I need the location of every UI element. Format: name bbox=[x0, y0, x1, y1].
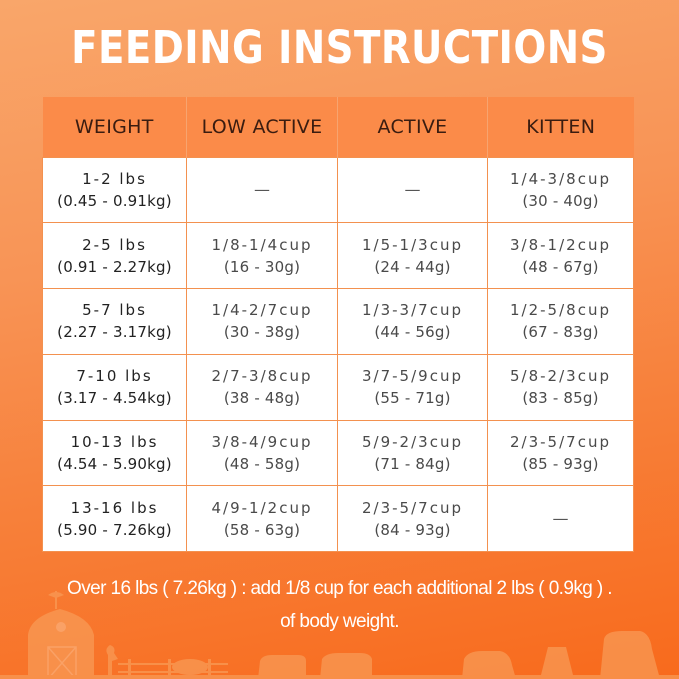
page-title: FEEDING INSTRUCTIONS bbox=[71, 21, 608, 74]
low-active-cell: 3/8-4/9cup (48 - 58g) bbox=[186, 419, 338, 487]
fence-icon bbox=[118, 659, 228, 679]
active-cell: 3/7-5/9cup (55 - 71g) bbox=[337, 353, 488, 421]
cup-amount: 1/3-3/7cup bbox=[362, 301, 463, 320]
cup-amount: 3/7-5/9cup bbox=[362, 367, 463, 386]
low-active-cell: 1/8-1/4cup (16 - 30g) bbox=[186, 222, 338, 290]
weight-lbs: 2-5 lbs bbox=[82, 235, 147, 254]
feeding-table-container: WEIGHT LOW ACTIVE ACTIVE KITTEN 1-2 lbs … bbox=[42, 97, 634, 553]
cup-amount: 5/9-2/3cup bbox=[362, 433, 463, 452]
cup-amount: 1/8-1/4cup bbox=[211, 235, 313, 254]
active-cell: 5/9-2/3cup (71 - 84g) bbox=[337, 419, 488, 487]
kitten-cell: 5/8-2/3cup (83 - 85g) bbox=[487, 353, 634, 421]
cup-amount: 2/3-5/7cup bbox=[510, 433, 611, 452]
low-active-cell: 2/7-3/8cup (38 - 48g) bbox=[186, 353, 338, 421]
table-row: 2-5 lbs (0.91 - 2.27kg) 1/8-1/4cup (16 -… bbox=[42, 222, 634, 290]
gram-amount: (55 - 71g) bbox=[374, 389, 451, 408]
cup-amount: 1/5-1/3cup bbox=[362, 235, 463, 254]
weight-lbs: 5-7 lbs bbox=[82, 301, 147, 320]
cup-amount: 4/9-1/2cup bbox=[211, 498, 313, 517]
table-row: 5-7 lbs (2.27 - 3.17kg) 1/4-2/7cup (30 -… bbox=[42, 288, 634, 355]
kitten-cell: 2/3-5/7cup (85 - 93g) bbox=[487, 419, 634, 487]
gram-amount: (30 - 40g) bbox=[522, 191, 599, 210]
active-cell: 2/3-5/7cup (84 - 93g) bbox=[337, 485, 488, 553]
gram-amount: (38 - 48g) bbox=[223, 389, 301, 408]
kitten-cell: — bbox=[487, 485, 634, 553]
gram-amount: (44 - 56g) bbox=[374, 323, 451, 342]
table-row: 13-16 lbs (5.90 - 7.26kg) 4/9-1/2cup (58… bbox=[42, 485, 634, 553]
weight-cell: 2-5 lbs (0.91 - 2.27kg) bbox=[42, 222, 187, 290]
weight-cell: 5-7 lbs (2.27 - 3.17kg) bbox=[42, 288, 187, 355]
cup-amount: 1/4-2/7cup bbox=[211, 301, 313, 320]
header-low-active: LOW ACTIVE bbox=[186, 97, 338, 157]
weight-cell: 13-16 lbs (5.90 - 7.26kg) bbox=[42, 485, 187, 553]
gram-amount: (67 - 83g) bbox=[522, 323, 599, 342]
weight-lbs: 1-2 lbs bbox=[82, 169, 147, 188]
table-header-row: WEIGHT LOW ACTIVE ACTIVE KITTEN bbox=[42, 97, 634, 157]
weight-kg: (2.27 - 3.17kg) bbox=[57, 323, 172, 342]
cup-amount: 3/8-1/2cup bbox=[510, 235, 611, 254]
rooster-icon bbox=[106, 645, 118, 679]
cow-silhouette-icon bbox=[258, 653, 372, 679]
note-line-1: Over 16 lbs ( 7.26kg ) : add 1/8 cup for… bbox=[67, 578, 613, 599]
gram-amount: (71 - 84g) bbox=[374, 455, 451, 474]
gram-amount: (24 - 44g) bbox=[374, 257, 451, 276]
empty-dash: — bbox=[254, 179, 270, 199]
table-row: 10-13 lbs (4.54 - 5.90kg) 3/8-4/9cup (48… bbox=[42, 419, 634, 487]
weight-cell: 10-13 lbs (4.54 - 5.90kg) bbox=[42, 419, 187, 487]
kitten-cell: 1/2-5/8cup (67 - 83g) bbox=[487, 288, 634, 355]
low-active-cell: — bbox=[186, 156, 338, 224]
cup-amount: 1/2-5/8cup bbox=[510, 301, 611, 320]
kitten-cell: 1/4-3/8cup (30 - 40g) bbox=[487, 156, 634, 224]
empty-dash: — bbox=[404, 179, 421, 199]
gram-amount: (84 - 93g) bbox=[374, 520, 451, 539]
gram-amount: (48 - 58g) bbox=[223, 455, 301, 474]
weight-cell: 7-10 lbs (3.17 - 4.54kg) bbox=[42, 353, 187, 421]
gram-amount: (85 - 93g) bbox=[522, 455, 599, 474]
weight-kg: (0.91 - 2.27kg) bbox=[57, 257, 172, 276]
gram-amount: (58 - 63g) bbox=[223, 520, 301, 539]
low-active-cell: 4/9-1/2cup (58 - 63g) bbox=[186, 485, 338, 553]
active-cell: 1/3-3/7cup (44 - 56g) bbox=[337, 288, 488, 355]
weight-kg: (4.54 - 5.90kg) bbox=[57, 455, 172, 474]
horse-silhouette-icon bbox=[462, 651, 516, 679]
weight-lbs: 10-13 lbs bbox=[70, 433, 159, 452]
header-weight: WEIGHT bbox=[42, 97, 187, 157]
header-kitten: KITTEN bbox=[487, 97, 634, 157]
weight-lbs: 7-10 lbs bbox=[76, 367, 153, 386]
active-cell: 1/5-1/3cup (24 - 44g) bbox=[337, 222, 488, 290]
cup-amount: 2/3-5/7cup bbox=[362, 498, 463, 517]
header-active: ACTIVE bbox=[337, 97, 488, 157]
kitten-cell: 3/8-1/2cup (48 - 67g) bbox=[487, 222, 634, 290]
weight-cell: 1-2 lbs (0.45 - 0.91kg) bbox=[42, 156, 187, 224]
cup-amount: 2/7-3/8cup bbox=[211, 367, 313, 386]
empty-dash: — bbox=[552, 508, 569, 528]
gram-amount: (48 - 67g) bbox=[522, 257, 599, 276]
feeding-table: WEIGHT LOW ACTIVE ACTIVE KITTEN 1-2 lbs … bbox=[42, 97, 634, 553]
cup-amount: 3/8-4/9cup bbox=[211, 433, 313, 452]
cup-amount: 5/8-2/3cup bbox=[510, 367, 611, 386]
weight-lbs: 13-16 lbs bbox=[70, 498, 159, 517]
weight-kg: (3.17 - 4.54kg) bbox=[57, 389, 172, 408]
gram-amount: (30 - 38g) bbox=[223, 323, 301, 342]
active-cell: — bbox=[337, 156, 488, 224]
overweight-note: Over 16 lbs ( 7.26kg ) : add 1/8 cup for… bbox=[0, 572, 679, 638]
cup-amount: 1/4-3/8cup bbox=[510, 169, 611, 188]
low-active-cell: 1/4-2/7cup (30 - 38g) bbox=[186, 288, 338, 355]
note-line-2: of body weight. bbox=[280, 611, 399, 632]
barn-silhouette-icon bbox=[28, 591, 94, 679]
table-row: 7-10 lbs (3.17 - 4.54kg) 2/7-3/8cup (38 … bbox=[42, 353, 634, 421]
weight-kg: (0.45 - 0.91kg) bbox=[57, 191, 172, 210]
farm-silhouette-scene bbox=[0, 591, 679, 679]
weight-kg: (5.90 - 7.26kg) bbox=[57, 520, 172, 539]
gram-amount: (83 - 85g) bbox=[522, 389, 599, 408]
mesa-silhouette-icon bbox=[540, 631, 660, 679]
gram-amount: (16 - 30g) bbox=[223, 257, 301, 276]
table-row: 1-2 lbs (0.45 - 0.91kg) — — 1/4-3/8cup (… bbox=[42, 156, 634, 224]
